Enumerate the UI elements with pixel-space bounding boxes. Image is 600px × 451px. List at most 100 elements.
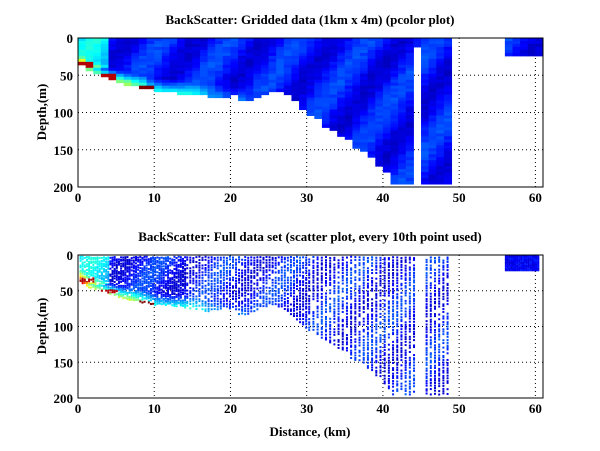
scatter-point — [333, 292, 336, 295]
scatter-point — [425, 382, 428, 385]
pcolor-cell — [360, 142, 369, 146]
scatter-point — [508, 267, 511, 270]
pcolor-cell — [321, 79, 331, 84]
scatter-point — [235, 263, 238, 266]
pcolor-cell — [161, 55, 170, 60]
scatter-point — [141, 296, 144, 299]
scatter-point — [173, 279, 176, 282]
scatter-point — [362, 282, 365, 285]
pcolor-cell — [344, 55, 353, 60]
scatter-point — [111, 280, 114, 283]
pcolor-cell — [390, 70, 399, 75]
scatter-point — [514, 269, 517, 272]
pcolor-cell — [123, 55, 132, 60]
scatter-point — [320, 310, 323, 313]
scatter-point — [446, 358, 449, 361]
scatter-point — [117, 271, 120, 274]
scatter-point — [396, 314, 399, 317]
scatter-point — [404, 321, 407, 324]
scatter-point — [274, 284, 277, 287]
scatter-point — [446, 289, 449, 292]
pcolor-cell — [337, 106, 346, 111]
scatter-point — [222, 256, 225, 259]
pcolor-cell — [283, 38, 292, 42]
scatter-point — [256, 299, 259, 302]
pcolor-cell — [405, 136, 414, 140]
scatter-point — [225, 261, 228, 264]
scatter-point — [337, 287, 340, 290]
scatter-point — [289, 279, 292, 282]
pcolor-cell — [329, 38, 338, 42]
scatter-point — [413, 310, 416, 313]
scatter-point — [308, 312, 311, 315]
scatter-point — [433, 379, 436, 382]
scatter-point — [128, 268, 131, 271]
scatter-point — [88, 278, 91, 281]
scatter-point — [305, 287, 308, 290]
scatter-point — [198, 264, 201, 267]
scatter-point — [329, 297, 332, 300]
scatter-point — [396, 289, 399, 292]
scatter-point — [324, 336, 327, 339]
pcolor-cell — [382, 136, 392, 140]
scatter-point — [186, 289, 189, 292]
scatter-point — [135, 265, 138, 268]
pcolor-cell — [207, 91, 216, 96]
pcolor-cell — [398, 55, 407, 60]
scatter-point — [111, 287, 114, 290]
scatter-point — [408, 376, 411, 379]
pcolor-cell — [405, 94, 414, 99]
pcolor-cell — [192, 52, 201, 57]
scatter-point — [510, 266, 513, 269]
scatter-point — [366, 284, 369, 287]
pcolor-cell — [428, 43, 437, 48]
pcolor-cell — [443, 109, 453, 113]
scatter-point — [523, 266, 526, 269]
scatter-point — [375, 331, 378, 334]
scatter-point — [213, 282, 216, 285]
scatter-point — [117, 289, 120, 292]
pcolor-cell — [375, 82, 384, 87]
pcolor-cell — [390, 178, 399, 182]
scatter-point — [173, 287, 176, 290]
scatter-point — [192, 271, 195, 274]
scatter-point — [100, 256, 103, 259]
scatter-point — [92, 272, 95, 275]
scatter-point — [147, 261, 150, 264]
scatter-point — [299, 305, 302, 308]
scatter-point — [302, 266, 305, 269]
scatter-point — [396, 259, 399, 262]
scatter-point — [408, 359, 411, 362]
scatter-point — [537, 259, 540, 262]
pcolor-cell — [85, 58, 94, 63]
pcolor-cell — [138, 49, 148, 54]
scatter-point — [137, 286, 140, 289]
scatter-point — [413, 317, 416, 320]
scatter-point — [379, 292, 382, 295]
pcolor-cell — [222, 70, 231, 75]
scatter-point — [120, 291, 123, 294]
pcolor-cell — [161, 43, 170, 48]
scatter-point — [383, 323, 386, 326]
scatter-point — [425, 342, 428, 345]
scatter-point — [305, 284, 308, 287]
scatter-point — [413, 313, 416, 316]
scatter-point — [115, 293, 118, 296]
pcolor-cell — [177, 85, 186, 90]
scatter-point — [392, 376, 395, 379]
scatter-point — [375, 320, 378, 323]
scatter-point — [122, 259, 125, 262]
scatter-point — [158, 276, 161, 279]
scatter-point — [213, 279, 216, 282]
scatter-point — [354, 256, 357, 259]
scatter-point — [85, 274, 88, 277]
scatter-point — [122, 297, 125, 300]
scatter-point — [149, 278, 152, 281]
scatter-point — [103, 262, 106, 265]
scatter-point — [523, 256, 526, 259]
pcolor-cell — [184, 91, 193, 96]
pcolor-cell — [161, 40, 170, 45]
pcolor-cell — [367, 46, 376, 51]
scatter-point — [362, 297, 365, 300]
scatter-point — [350, 357, 353, 360]
